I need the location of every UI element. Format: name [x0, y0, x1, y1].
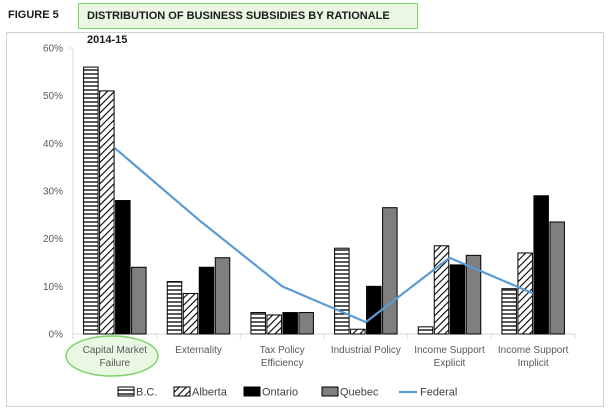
x-category-label: Industrial Policy: [331, 345, 401, 356]
legend-swatch: [243, 386, 261, 397]
line-federal: [114, 147, 534, 324]
bar-quebec: [131, 266, 147, 335]
y-tick-label: 20%: [43, 234, 63, 245]
bar-ontario: [366, 285, 382, 335]
bar-ontario: [282, 312, 298, 335]
bar-ontario: [198, 266, 215, 335]
x-category-label: Capital Market: [83, 345, 148, 356]
bar-quebec: [465, 254, 482, 335]
legend-swatch: [321, 386, 339, 397]
bar-alberta: [99, 90, 115, 335]
x-category-label: Explicit: [434, 358, 466, 369]
x-category-label: Failure: [100, 358, 131, 369]
y-tick-label: 30%: [43, 187, 63, 198]
chart-title-banner: DISTRIBUTION OF BUSINESS SUBSIDIES BY RA…: [78, 3, 418, 46]
bar-bc: [501, 288, 517, 335]
x-category-label: Income Support: [498, 345, 569, 356]
bar-ontario: [449, 264, 466, 335]
x-category-label: Externality: [175, 345, 222, 356]
bar-quebec: [549, 221, 565, 335]
bar-bc: [417, 326, 434, 335]
y-tick-label: 60%: [43, 44, 63, 55]
x-category-label: Implicit: [518, 358, 549, 369]
y-tick-label: 10%: [43, 282, 63, 293]
legend-label: B.C.: [136, 387, 157, 399]
figure-label: FIGURE 5: [8, 9, 59, 21]
bar-alberta: [350, 328, 366, 335]
bar-ontario: [115, 200, 131, 335]
legend-label: Alberta: [192, 387, 228, 399]
x-category-label: Efficiency: [261, 358, 304, 369]
bar-bc: [334, 247, 350, 335]
bar-quebec: [214, 257, 231, 335]
legend-label: Federal: [420, 387, 457, 399]
y-tick-label: 40%: [43, 139, 63, 150]
bar-alberta: [266, 314, 282, 335]
bar-ontario: [533, 195, 549, 335]
highlight-ellipse: [65, 335, 159, 377]
y-tick-label: 50%: [43, 91, 63, 102]
y-tick-label: 0%: [49, 330, 64, 341]
bar-bc: [83, 66, 99, 335]
legend-label: Ontario: [262, 387, 298, 399]
bar-bc: [250, 312, 266, 335]
legend-swatch: [117, 386, 135, 397]
legend-label: Quebec: [340, 387, 379, 399]
x-category-label: Income Support: [414, 345, 485, 356]
bar-bc: [166, 281, 183, 335]
bar-quebec: [298, 312, 314, 335]
bar-alberta: [182, 292, 199, 335]
legend-swatch: [173, 386, 191, 397]
bar-alberta: [517, 252, 533, 335]
x-category-label: Tax Policy: [260, 345, 305, 356]
plot-frame: [6, 32, 604, 407]
bar-quebec: [382, 207, 398, 335]
